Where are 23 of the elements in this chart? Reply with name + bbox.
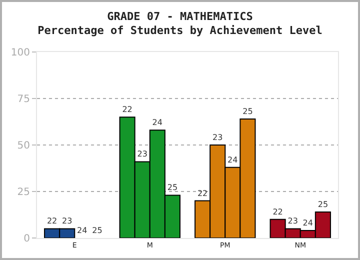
y-tick-label: 50 [17,140,30,152]
y-tick-label: 0 [24,234,30,244]
text: 24 [77,226,88,235]
y-tick-label: 100 [10,48,30,58]
y-tick-label: 75 [17,94,30,105]
y-tick-label: 25 [17,187,30,198]
text: 25 [318,200,328,209]
text: 22 [197,188,208,198]
text: 23 [137,150,148,159]
chart-title: GRADE 07 - MATHEMATICS [107,10,253,23]
text: 25 [92,226,102,235]
text: 25 [242,106,253,116]
text: 22 [272,207,283,216]
text: 22 [122,105,132,114]
text: 23 [212,133,223,142]
series-label: 25 [167,183,178,192]
series-label: 24 [152,118,162,128]
text: 24 [228,155,238,164]
series-label: 23 [62,216,72,226]
text: 24 [302,218,313,228]
text: 23 [288,216,298,226]
series-label: 22 [46,216,58,226]
chart-subtitle: Percentage of Students by Achievement Level [38,24,322,38]
